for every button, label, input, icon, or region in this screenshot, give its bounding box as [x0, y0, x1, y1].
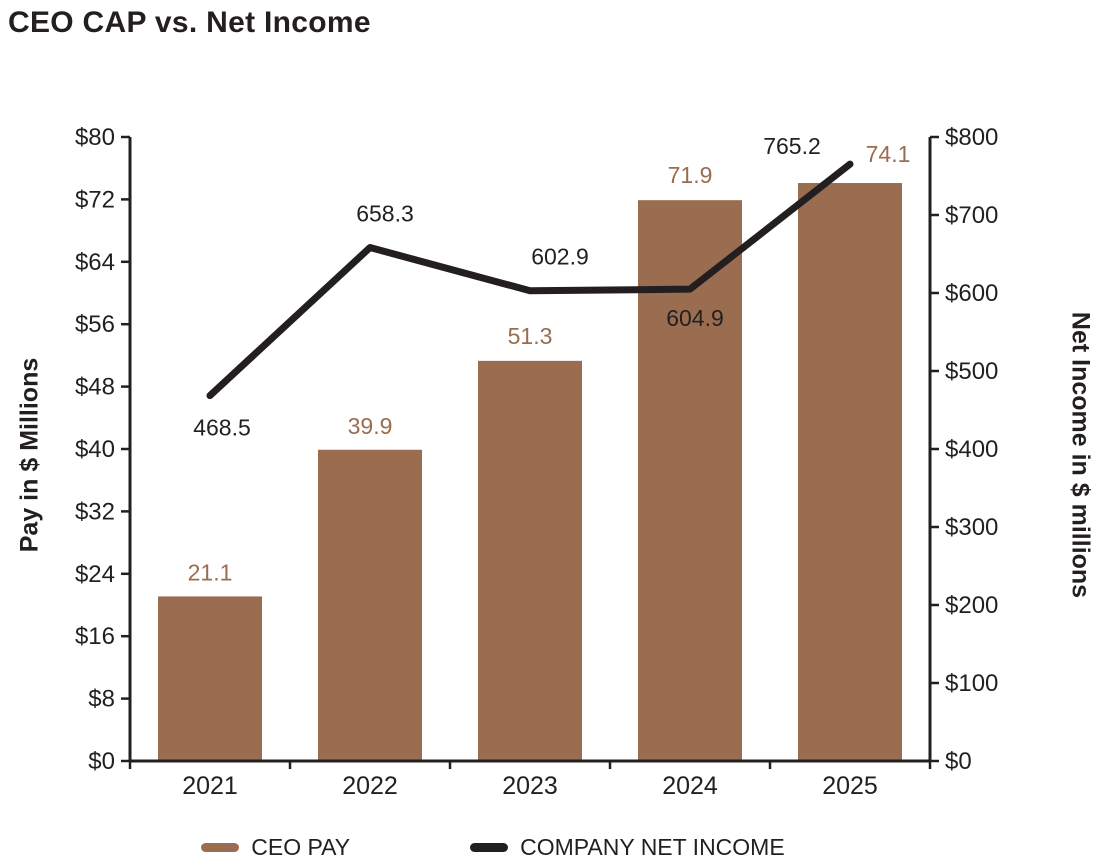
bar-2025 [798, 183, 902, 761]
right-tick-label: $700 [945, 202, 998, 229]
x-axis-label: 2024 [662, 772, 718, 800]
line-value-label: 658.3 [356, 201, 414, 227]
legend-label-net-income: COMPANY NET INCOME [520, 834, 785, 860]
x-axis-label: 2023 [502, 772, 558, 800]
x-axis-label: 2022 [342, 772, 398, 800]
bar-value-label: 74.1 [866, 141, 911, 167]
line-value-label: 602.9 [531, 244, 589, 270]
right-axis-title: Net Income in $ millions [1066, 311, 1095, 599]
right-tick-label: $600 [945, 280, 998, 307]
left-tick-label: $72 [75, 186, 115, 213]
left-axis-title: Pay in $ Millions [15, 357, 44, 553]
bar-2024 [638, 200, 742, 761]
bar-2021 [158, 596, 262, 761]
net-income-line [206, 160, 854, 400]
left-tick-label: $8 [88, 686, 115, 713]
right-tick-label: $400 [945, 436, 998, 463]
right-tick-label: $200 [945, 592, 998, 619]
left-tick-label: $24 [75, 561, 115, 588]
left-tick-label: $48 [75, 374, 115, 401]
left-tick-label: $0 [88, 748, 115, 775]
left-tick-label: $80 [75, 124, 115, 151]
bar-2022 [318, 449, 422, 761]
right-tick-label: $300 [945, 514, 998, 541]
left-tick-label: $40 [75, 436, 115, 463]
legend-item-net-income: COMPANY NET INCOME [470, 834, 785, 861]
left-tick-label: $16 [75, 623, 115, 650]
left-tick-label: $64 [75, 249, 115, 276]
left-tick-label: $56 [75, 311, 115, 338]
ceo-pay-swatch [201, 843, 240, 852]
legend: CEO PAY COMPANY NET INCOME [0, 830, 986, 865]
bar-value-label: 21.1 [188, 559, 233, 585]
right-tick-label: $500 [945, 358, 998, 385]
legend-label-ceo-pay: CEO PAY [251, 834, 351, 860]
line-value-label: 765.2 [763, 133, 821, 159]
right-tick-label: $100 [945, 670, 998, 697]
bar-value-label: 39.9 [348, 413, 393, 439]
bar-2023 [478, 360, 582, 761]
bar-value-label: 71.9 [668, 162, 713, 188]
net-income-swatch [470, 843, 509, 852]
left-tick-label: $32 [75, 498, 115, 525]
line-value-label: 468.5 [193, 415, 251, 441]
right-tick-label: $0 [945, 748, 972, 775]
right-tick-label: $800 [945, 124, 998, 151]
legend-item-ceo-pay: CEO PAY [201, 834, 350, 861]
x-axis-label: 2021 [182, 772, 238, 800]
bar-value-label: 51.3 [508, 323, 553, 349]
x-axis-label: 2025 [822, 772, 878, 800]
line-value-label: 604.9 [666, 305, 724, 331]
chart-title: CEO CAP vs. Net Income [8, 6, 371, 39]
